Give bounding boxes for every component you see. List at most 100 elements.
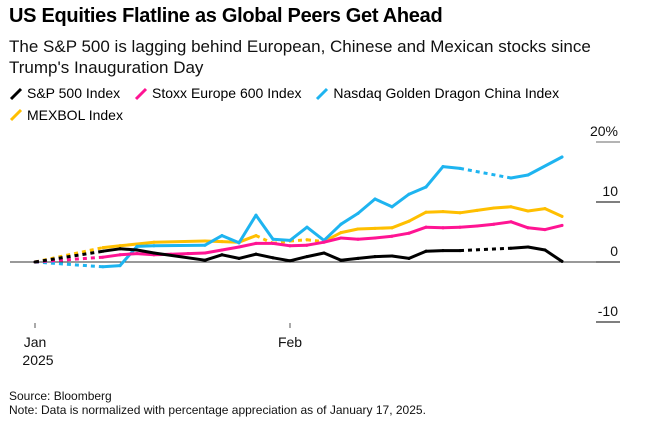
data-point (203, 251, 207, 255)
line-segment (34, 260, 104, 269)
data-point (339, 231, 343, 235)
line-segment (424, 210, 445, 214)
data-point (288, 244, 292, 248)
line-segment (101, 244, 122, 250)
line-segment (135, 248, 156, 255)
line-segment (288, 243, 309, 248)
x-tick-label: Feb (278, 334, 302, 350)
legend-item-sp500: S&P 500 Index (9, 84, 120, 103)
line-segment (543, 223, 564, 232)
line-segment (237, 241, 258, 249)
data-point (475, 208, 479, 212)
data-point (509, 220, 513, 224)
line-segment (475, 206, 496, 212)
data-point (356, 256, 360, 260)
data-point (373, 236, 377, 240)
line-segment (492, 220, 513, 226)
line-segment (356, 236, 377, 241)
data-point (220, 240, 224, 244)
data-point (118, 253, 122, 257)
line-segment (526, 207, 547, 213)
line-segment (322, 222, 343, 242)
data-point (441, 165, 445, 169)
data-point (305, 225, 309, 229)
line-segment (373, 197, 394, 209)
data-point (424, 210, 428, 214)
legend-swatch-nasdaq-dragon (316, 87, 329, 100)
line-segment (305, 240, 326, 247)
line-segment (441, 210, 462, 215)
line-segment (289, 238, 308, 243)
line-segment (356, 197, 377, 215)
data-point (509, 205, 513, 209)
data-point (441, 249, 445, 253)
data-point (288, 259, 292, 263)
data-point (237, 256, 241, 260)
line-segment (475, 222, 496, 228)
data-point (356, 211, 360, 215)
line-segment (101, 253, 122, 259)
data-point (322, 240, 326, 244)
line-segment (220, 234, 241, 245)
line-segment (458, 208, 479, 215)
line-segment (237, 213, 258, 245)
line-segment (543, 207, 564, 218)
line-segment (407, 210, 428, 223)
footer: Source: Bloomberg Note: Data is normaliz… (9, 389, 426, 417)
data-point (492, 206, 496, 210)
data-point (203, 243, 207, 247)
data-point (254, 241, 258, 245)
line-segment (305, 225, 326, 242)
line-segment (322, 236, 343, 244)
y-tick-label: 20% (590, 123, 618, 139)
line-segment (459, 166, 512, 180)
legend: S&P 500 Index Stoxx Europe 600 Index Nas… (9, 84, 629, 127)
data-point (407, 219, 411, 223)
line-segment (288, 255, 309, 263)
data-point (288, 238, 292, 242)
line-segment (373, 226, 394, 230)
data-point (560, 214, 564, 218)
data-point (118, 247, 122, 251)
data-point (543, 248, 547, 252)
data-point (526, 173, 530, 177)
line-segment (169, 252, 190, 256)
data-point (390, 234, 394, 238)
line-segment (441, 165, 462, 170)
legend-swatch-stoxx (134, 87, 148, 100)
line-segment (254, 213, 275, 241)
data-point (424, 185, 428, 189)
data-point (390, 226, 394, 230)
line-segment (373, 234, 394, 240)
line-segment (306, 238, 325, 244)
data-point (305, 255, 309, 259)
data-point (203, 239, 207, 243)
data-point (458, 249, 462, 253)
data-point (237, 245, 241, 249)
line-segment (152, 239, 207, 244)
source-note: Source: Bloomberg (9, 389, 112, 403)
data-point (305, 238, 309, 242)
line-segment (34, 249, 104, 264)
line-segment (118, 247, 139, 252)
line-segment (305, 251, 326, 259)
line-segment (441, 225, 462, 230)
line-segment (220, 253, 241, 260)
data-point (441, 226, 445, 230)
y-tick-label: 0 (610, 243, 618, 259)
data-point (339, 258, 343, 262)
data-point (356, 237, 360, 241)
data-point (560, 155, 564, 159)
data-point (203, 258, 207, 262)
data-point (271, 241, 275, 245)
chart-title: US Equities Flatline as Global Peers Get… (9, 5, 443, 27)
line-segment (356, 226, 377, 231)
line-segment (526, 226, 547, 232)
data-point (220, 234, 224, 238)
data-point (271, 237, 275, 241)
line-segment (271, 237, 292, 242)
legend-label-mexbol: MEXBOL Index (27, 106, 123, 123)
line-segment (118, 242, 139, 248)
data-point (458, 211, 462, 215)
